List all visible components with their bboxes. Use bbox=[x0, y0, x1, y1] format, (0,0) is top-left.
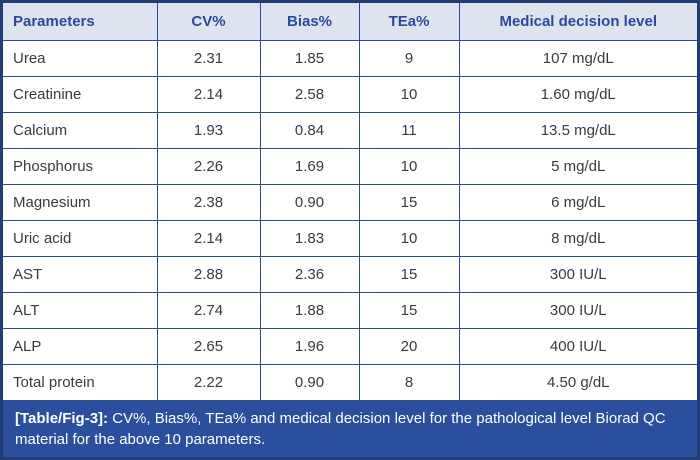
caption-text: CV%, Bias%, TEa% and medical decision le… bbox=[15, 409, 666, 448]
table-row: AST 2.88 2.36 15 300 IU/L bbox=[3, 255, 697, 293]
parameter-cell: Creatinine bbox=[3, 75, 158, 113]
table-row: Creatinine 2.14 2.58 10 1.60 mg/dL bbox=[3, 75, 697, 113]
header-row: Parameters CV% Bias% TEa% Medical decisi… bbox=[3, 3, 697, 41]
mdl-cell: 1.60 mg/dL bbox=[458, 75, 697, 113]
tea-cell: 20 bbox=[358, 327, 460, 365]
col-header-tea: TEa% bbox=[358, 3, 460, 41]
cv-cell: 2.26 bbox=[156, 147, 261, 185]
col-header-mdl: Medical decision level bbox=[458, 3, 697, 41]
tea-cell: 10 bbox=[358, 219, 460, 257]
cv-cell: 2.74 bbox=[156, 291, 261, 329]
bias-cell: 2.36 bbox=[259, 255, 360, 293]
parameter-cell: Total protein bbox=[3, 363, 158, 401]
bias-cell: 0.84 bbox=[259, 111, 360, 149]
parameter-cell: ALT bbox=[3, 291, 158, 329]
cv-cell: 2.88 bbox=[156, 255, 261, 293]
mdl-cell: 13.5 mg/dL bbox=[458, 111, 697, 149]
cv-cell: 2.65 bbox=[156, 327, 261, 365]
tea-cell: 8 bbox=[358, 363, 460, 401]
mdl-cell: 300 IU/L bbox=[458, 291, 697, 329]
table-body: Urea 2.31 1.85 9 107 mg/dL Creatinine 2.14 2.58… bbox=[3, 39, 697, 401]
table-row: Magnesium 2.38 0.90 15 6 mg/dL bbox=[3, 183, 697, 221]
tea-cell: 15 bbox=[358, 183, 460, 221]
cv-cell: 2.14 bbox=[156, 75, 261, 113]
bias-cell: 1.88 bbox=[259, 291, 360, 329]
tea-cell: 10 bbox=[358, 75, 460, 113]
bias-cell: 1.83 bbox=[259, 219, 360, 257]
parameter-cell: Uric acid bbox=[3, 219, 158, 257]
cv-cell: 2.31 bbox=[156, 39, 261, 77]
mdl-cell: 6 mg/dL bbox=[458, 183, 697, 221]
bias-cell: 0.90 bbox=[259, 363, 360, 401]
qc-parameters-table: Parameters CV% Bias% TEa% Medical decisi… bbox=[3, 3, 697, 401]
cv-cell: 2.38 bbox=[156, 183, 261, 221]
bias-cell: 1.69 bbox=[259, 147, 360, 185]
parameter-cell: Phosphorus bbox=[3, 147, 158, 185]
table-row: Urea 2.31 1.85 9 107 mg/dL bbox=[3, 39, 697, 77]
tea-cell: 11 bbox=[358, 111, 460, 149]
cv-cell: 1.93 bbox=[156, 111, 261, 149]
tea-cell: 15 bbox=[358, 291, 460, 329]
col-header-parameters: Parameters bbox=[3, 3, 158, 41]
table-row: ALT 2.74 1.88 15 300 IU/L bbox=[3, 291, 697, 329]
tea-cell: 15 bbox=[358, 255, 460, 293]
cv-cell: 2.22 bbox=[156, 363, 261, 401]
mdl-cell: 400 IU/L bbox=[458, 327, 697, 365]
bias-cell: 1.85 bbox=[259, 39, 360, 77]
col-header-cv: CV% bbox=[156, 3, 261, 41]
mdl-cell: 8 mg/dL bbox=[458, 219, 697, 257]
tea-cell: 9 bbox=[358, 39, 460, 77]
bias-cell: 2.58 bbox=[259, 75, 360, 113]
mdl-cell: 4.50 g/dL bbox=[458, 363, 697, 401]
table-row: Calcium 1.93 0.84 11 13.5 mg/dL bbox=[3, 111, 697, 149]
table-row: Phosphorus 2.26 1.69 10 5 mg/dL bbox=[3, 147, 697, 185]
mdl-cell: 107 mg/dL bbox=[458, 39, 697, 77]
table-row: Total protein 2.22 0.90 8 4.50 g/dL bbox=[3, 363, 697, 401]
parameter-cell: Urea bbox=[3, 39, 158, 77]
table-header: Parameters CV% Bias% TEa% Medical decisi… bbox=[3, 3, 697, 41]
bias-cell: 1.96 bbox=[259, 327, 360, 365]
figure-caption: [Table/Fig-3]: CV%, Bias%, TEa% and medi… bbox=[3, 400, 697, 457]
col-header-bias: Bias% bbox=[259, 3, 360, 41]
parameter-cell: ALP bbox=[3, 327, 158, 365]
parameter-cell: AST bbox=[3, 255, 158, 293]
cv-cell: 2.14 bbox=[156, 219, 261, 257]
parameter-cell: Calcium bbox=[3, 111, 158, 149]
parameter-cell: Magnesium bbox=[3, 183, 158, 221]
table-row: ALP 2.65 1.96 20 400 IU/L bbox=[3, 327, 697, 365]
tea-cell: 10 bbox=[358, 147, 460, 185]
mdl-cell: 300 IU/L bbox=[458, 255, 697, 293]
bias-cell: 0.90 bbox=[259, 183, 360, 221]
caption-label: [Table/Fig-3]: bbox=[15, 409, 109, 427]
table-row: Uric acid 2.14 1.83 10 8 mg/dL bbox=[3, 219, 697, 257]
mdl-cell: 5 mg/dL bbox=[458, 147, 697, 185]
